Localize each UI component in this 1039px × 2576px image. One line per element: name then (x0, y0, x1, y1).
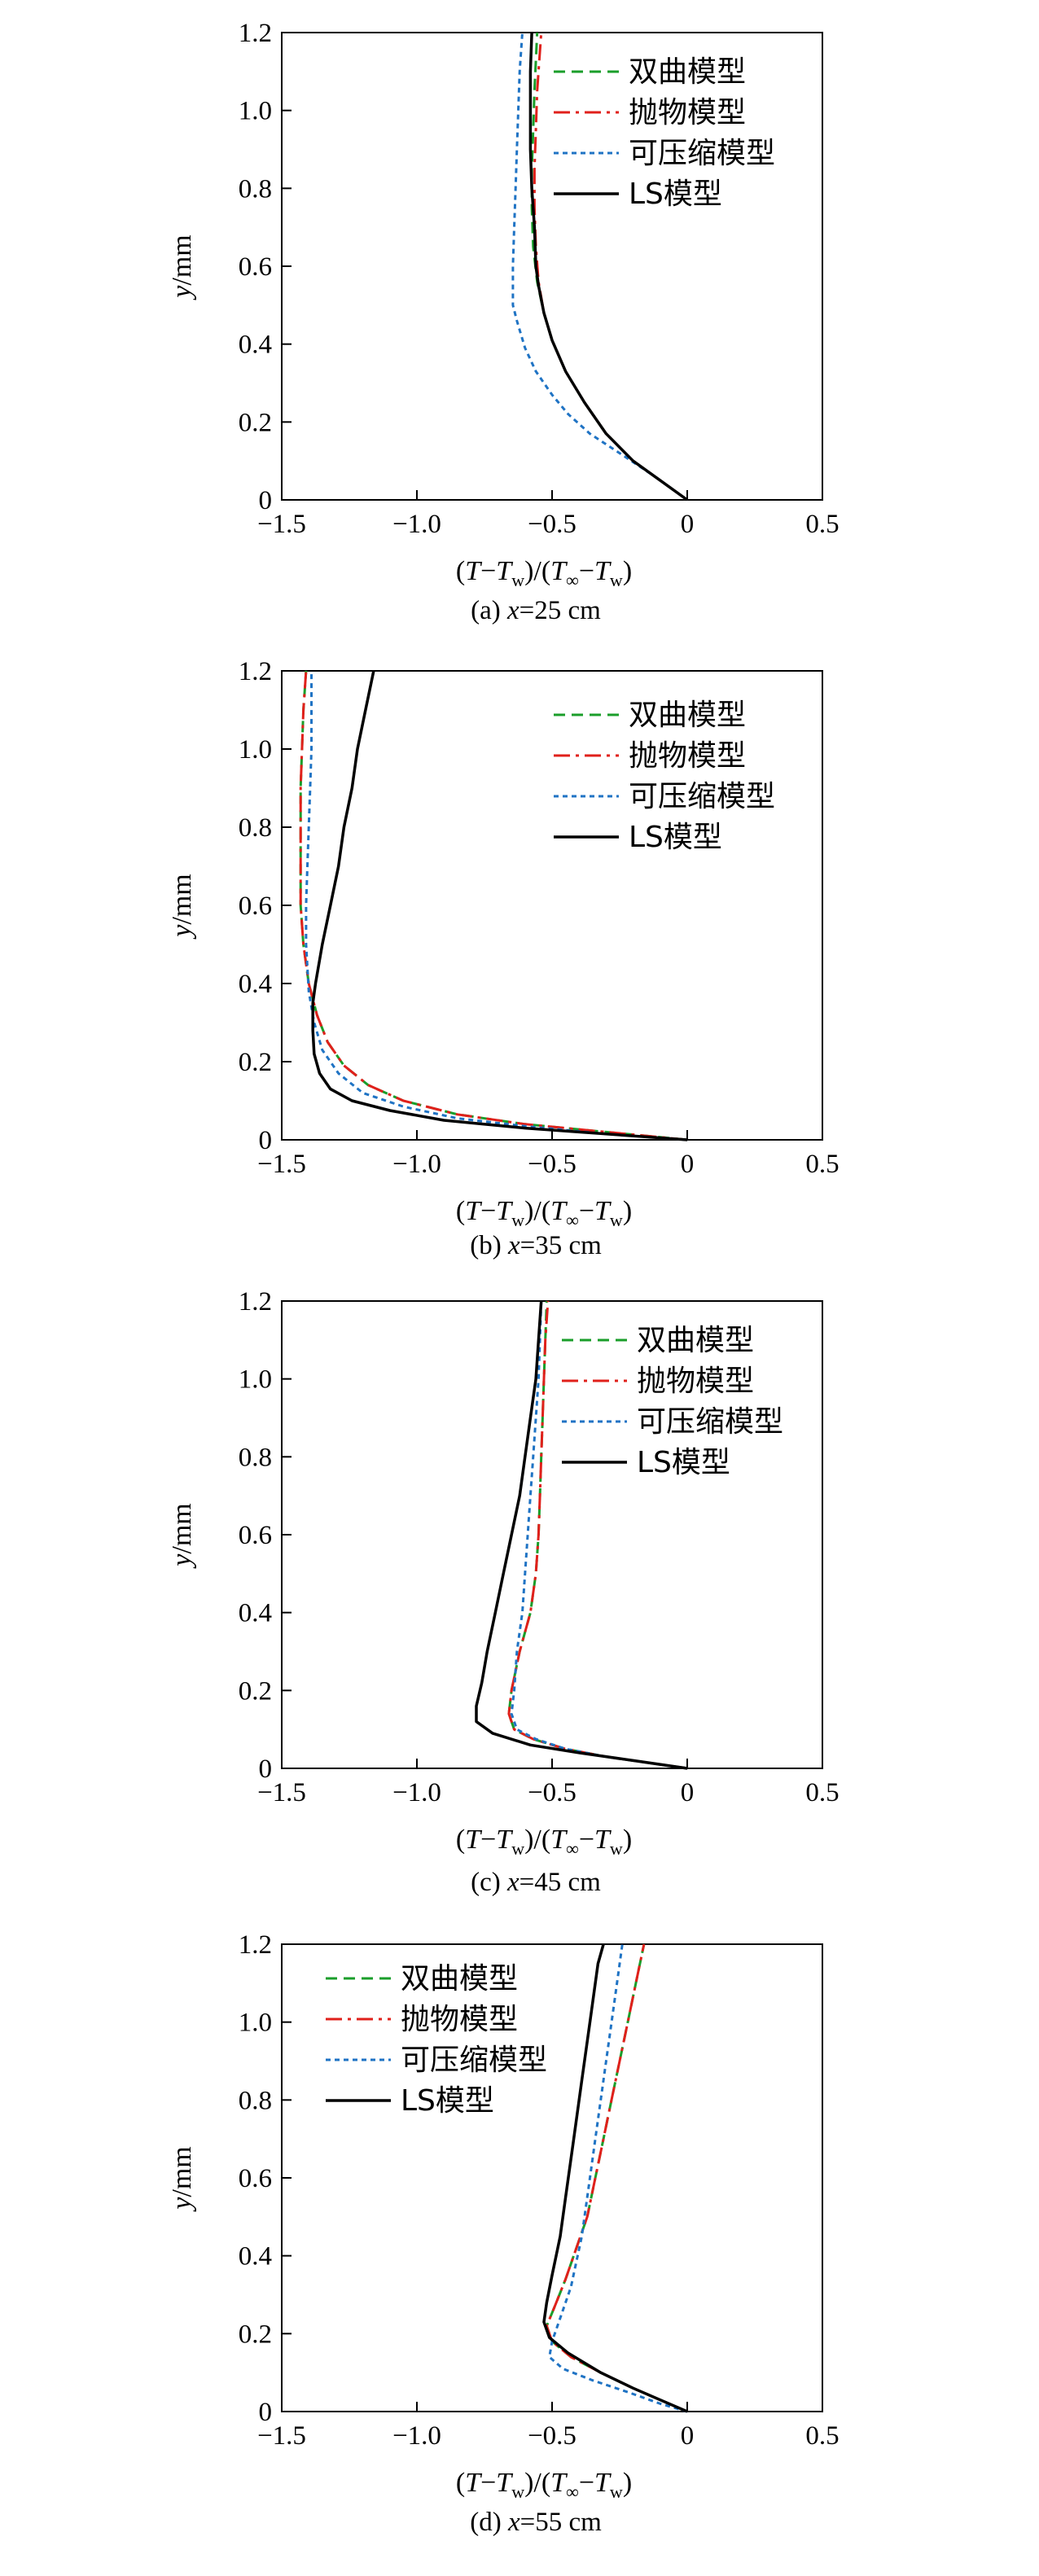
series-line-4 (475, 1300, 688, 1770)
chart-panel-d: −1.5 −1.0 −0.5 0 0.5 0 0.2 0.4 0.6 0.8 1.0 1.2 y/mm (… (167, 1930, 840, 2537)
x-tick-label: 0 (681, 1150, 695, 1179)
legend-label: 可压缩模型 (629, 137, 775, 170)
y-tick-label: 1.2 (239, 657, 272, 686)
x-tick-label: 0.5 (805, 1778, 839, 1807)
x-axis-label: (T−Tw​)/(T∞​−Tw​) (456, 1825, 632, 1859)
x-axis-label: (T−Tw​)/(T∞​−Tw​) (456, 556, 632, 590)
series-line-3 (511, 32, 688, 502)
series-line-4 (311, 670, 688, 1141)
y-tick-label: 0.6 (239, 252, 272, 282)
x-tick-label: −1.5 (257, 2421, 306, 2451)
y-axis-label: y/mm (167, 874, 197, 939)
series-line-4 (528, 32, 689, 502)
x-tick-label: 0.5 (805, 1150, 839, 1179)
legend-label: LS模型 (637, 1446, 730, 1479)
y-tick-label: 0.4 (239, 1599, 272, 1628)
x-tick-label: −0.5 (528, 2421, 576, 2451)
y-tick-label: 0.2 (239, 408, 272, 437)
series-line-2 (533, 32, 688, 502)
x-axis-label: (T−Tw​)/(T∞​−Tw​) (456, 1196, 632, 1230)
y-tick-label: 0.8 (239, 813, 272, 843)
x-tick-label: 0 (681, 1778, 695, 1807)
panel-caption: (b) x=35 cm (470, 1231, 602, 1260)
legend-label: 双曲模型 (629, 699, 746, 732)
x-tick-label: −1.5 (257, 1150, 306, 1179)
x-tick-label: −1.0 (392, 1778, 441, 1807)
legend-label: LS模型 (401, 2084, 494, 2118)
y-tick-label: 1.0 (239, 735, 272, 764)
y-tick-label: 0 (259, 1755, 273, 1784)
series-line-2 (507, 1300, 688, 1770)
x-tick-label: −0.5 (528, 1150, 576, 1179)
x-tick-label: −1.5 (257, 510, 306, 539)
series-line-2 (299, 670, 688, 1141)
x-tick-label: 0.5 (805, 2421, 839, 2451)
chart-panel-a: −1.5 −1.0 −0.5 0 0.5 0 0.2 0.4 0.6 0.8 1.0 1.2 y/mm (… (167, 19, 840, 625)
x-tick-label: −1.5 (257, 1778, 306, 1807)
panel-caption: (c) x=45 cm (471, 1868, 601, 1897)
x-tick-label: −0.5 (528, 1778, 576, 1807)
y-tick-label: 1.0 (239, 2009, 272, 2038)
y-tick-label: 1.0 (239, 97, 272, 126)
y-tick-label: 0.6 (239, 1521, 272, 1550)
y-tick-label: 0.4 (239, 2242, 272, 2272)
panel-caption: (d) x=55 cm (470, 2508, 602, 2537)
legend-label: LS模型 (629, 821, 722, 854)
x-tick-label: 0.5 (805, 510, 839, 539)
legend-label: 抛物模型 (629, 96, 746, 129)
x-tick-label: 0 (681, 2421, 695, 2451)
y-tick-label: 0.2 (239, 1676, 272, 1706)
y-tick-label: 0.8 (239, 174, 272, 204)
y-tick-label: 0.2 (239, 2320, 272, 2349)
y-tick-label: 0.4 (239, 970, 272, 999)
series-line-1 (545, 1943, 688, 2413)
x-tick-label: −1.0 (392, 510, 441, 539)
y-tick-label: 0.2 (239, 1048, 272, 1077)
series-line-3 (510, 1300, 688, 1770)
x-tick-label: −1.0 (392, 1150, 441, 1179)
legend-label: 抛物模型 (637, 1365, 754, 1398)
y-tick-label: 0.6 (239, 892, 272, 921)
legend-label: 可压缩模型 (401, 2044, 547, 2077)
legend-label: 双曲模型 (401, 1962, 518, 1996)
chart-panel-b: −1.5 −1.0 −0.5 0 0.5 0 0.2 0.4 0.6 0.8 1.0 1.2 y/mm (… (167, 657, 840, 1260)
y-tick-label: 1.0 (239, 1365, 272, 1395)
series-line-3 (548, 1943, 688, 2413)
y-tick-label: 0 (259, 486, 273, 515)
series-line-4 (542, 1943, 688, 2413)
y-tick-label: 0.6 (239, 2164, 272, 2193)
legend-label: 抛物模型 (401, 2003, 518, 2036)
x-tick-label: −1.0 (392, 2421, 441, 2451)
y-tick-label: 0.8 (239, 1443, 272, 1472)
y-tick-label: 1.2 (239, 1287, 272, 1316)
panel-caption: (a) x=25 cm (471, 596, 601, 625)
x-tick-label: −0.5 (528, 510, 576, 539)
y-tick-label: 0 (259, 2398, 273, 2427)
y-tick-label: 1.2 (239, 1930, 272, 1960)
y-tick-label: 1.2 (239, 19, 272, 48)
legend-label: 双曲模型 (637, 1324, 754, 1357)
y-tick-label: 0 (259, 1126, 273, 1155)
legend-label: LS模型 (629, 177, 722, 211)
legend-label: 可压缩模型 (629, 780, 775, 813)
y-axis-label: y/mm (167, 234, 197, 300)
legend-label: 抛物模型 (629, 739, 746, 773)
chart-panel-c: −1.5 −1.0 −0.5 0 0.5 0 0.2 0.4 0.6 0.8 1.0 1.2 y/mm (… (167, 1287, 840, 1897)
x-axis-label: (T−Tw​)/(T∞​−Tw​) (456, 2468, 632, 2502)
legend-label: 双曲模型 (629, 55, 746, 89)
x-tick-label: 0 (681, 510, 695, 539)
y-axis-label: y/mm (167, 2146, 197, 2211)
y-tick-label: 0.4 (239, 331, 272, 360)
y-tick-label: 0.8 (239, 2086, 272, 2115)
y-axis-label: y/mm (167, 1503, 197, 1568)
legend-label: 可压缩模型 (637, 1405, 783, 1439)
